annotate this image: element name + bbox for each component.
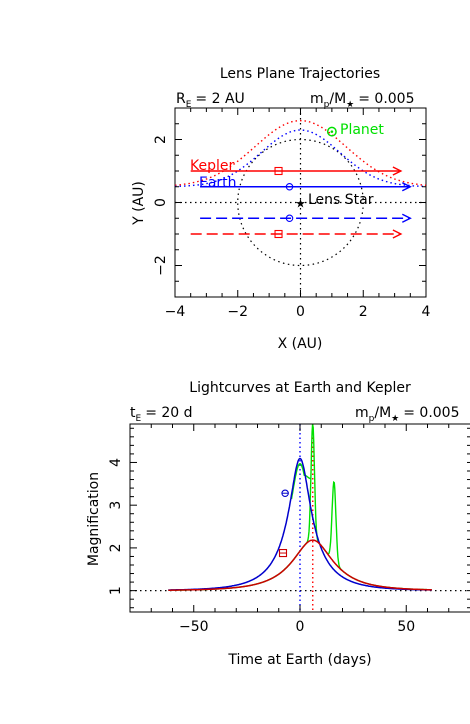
- lightcurve-xlabel: Time at Earth (days): [227, 652, 371, 668]
- kepler-lightcurve: [168, 539, 432, 591]
- planet-marker: [330, 130, 334, 133]
- planet-lightcurve: [168, 424, 432, 591]
- kepler-track-label: Kepler: [190, 158, 234, 174]
- x-tick-label: 4: [422, 304, 431, 320]
- lens-plane-panel: Lens Plane Trajectories RE = 2 AU mp/M★ = …: [131, 66, 431, 352]
- kepler-planet-curve: [174, 119, 427, 186]
- mass-ratio-label-2: mp/M★ = 0.005: [355, 405, 460, 424]
- y-tick-label: 4: [108, 458, 124, 467]
- lens-plane-ylabel: Y (AU): [131, 181, 147, 226]
- lens-star-marker: ★: [295, 197, 306, 211]
- y-tick-label: −2: [153, 255, 169, 276]
- planet-marker: [326, 126, 337, 137]
- einstein-radius-label: RE = 2 AU: [176, 91, 245, 110]
- earth-track-label: Earth: [199, 175, 237, 191]
- lightcurve-panel: Lightcurves at Earth and Kepler tE = 20 d…: [86, 380, 470, 668]
- einstein-time-label: tE = 20 d: [130, 405, 193, 424]
- earth-position-marker: [285, 214, 294, 223]
- trajectory-arrowhead: [392, 166, 403, 176]
- x-tick-label: −50: [179, 619, 209, 635]
- lightcurve-ylabel: Magnification: [86, 472, 102, 566]
- earth-position-marker: [285, 183, 294, 191]
- x-tick-label: 0: [296, 619, 305, 635]
- lens-star-label: Lens Star: [308, 192, 374, 208]
- y-tick-label: 3: [108, 501, 124, 510]
- lightcurve-plot-area: [130, 424, 470, 612]
- x-tick-label: 0: [296, 304, 305, 320]
- y-tick-label: 2: [108, 543, 124, 552]
- y-tick-label: 2: [153, 135, 169, 144]
- lightcurve-title: Lightcurves at Earth and Kepler: [189, 380, 411, 396]
- planet-label: Planet: [340, 122, 384, 138]
- lens-plane-ticks: −4 −2 0 2 4 −2 0 2: [153, 108, 431, 320]
- lens-plane-plot-area: ★: [174, 108, 427, 297]
- mass-ratio-label: mp/M★ = 0.005: [310, 91, 415, 110]
- lens-plane-title: Lens Plane Trajectories: [220, 66, 380, 82]
- x-tick-label: −4: [165, 304, 186, 320]
- lens-plane-xlabel: X (AU): [278, 336, 323, 352]
- trajectory-arrowhead: [401, 213, 412, 223]
- lightcurve-ticks: −50 0 50 1 2 3 4: [108, 424, 470, 635]
- trajectory-arrowhead: [392, 229, 403, 239]
- trajectory-arrowhead: [401, 182, 412, 192]
- x-tick-label: 2: [359, 304, 368, 320]
- x-tick-label: 50: [397, 619, 415, 635]
- x-tick-label: −2: [227, 304, 248, 320]
- earth-lightcurve: [168, 457, 432, 591]
- planet-lightcurve-segment: [290, 462, 311, 500]
- y-tick-label: 0: [153, 198, 169, 207]
- y-tick-label: 1: [108, 586, 124, 595]
